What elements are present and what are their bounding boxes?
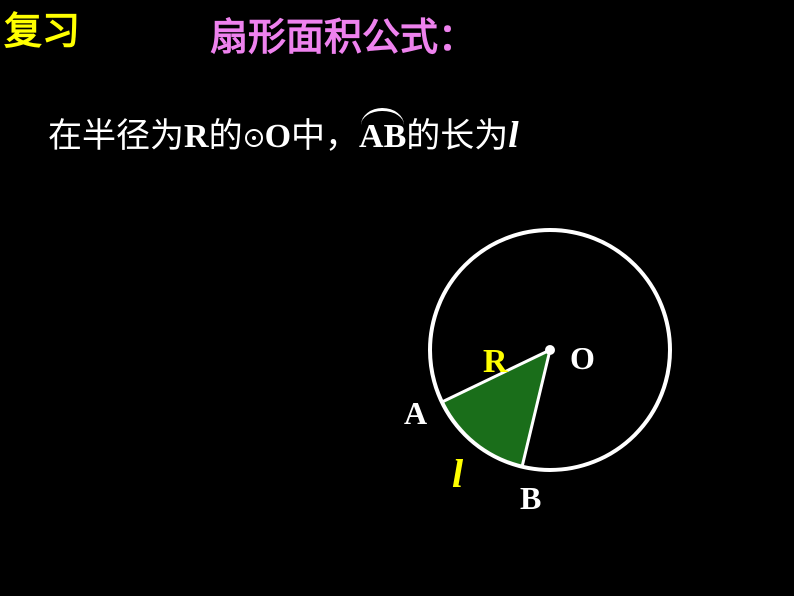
circle-symbol-icon [245,129,263,147]
body-part3: 中， [291,108,359,157]
body-part2: 的 [209,108,243,157]
body-part4: 的长为 [406,108,508,157]
label-B: B [520,480,541,517]
body-part1: 在半径为 [48,108,184,157]
center-dot [545,345,555,355]
body-R: R [184,118,209,156]
body-O: O [265,118,291,156]
label-R: R [483,343,508,381]
sector-diagram: O R A B l [370,200,700,530]
body-text: 在半径为 R 的 O 中， AB 的长为 l [48,108,519,157]
label-A: A [404,395,427,432]
body-l: l [508,114,518,157]
label-l: l [452,450,463,497]
body-AB: AB [359,118,406,156]
label-O: O [570,340,595,377]
review-label: 复习 [4,0,80,55]
slide-title: 扇形面积公式： [210,6,476,61]
